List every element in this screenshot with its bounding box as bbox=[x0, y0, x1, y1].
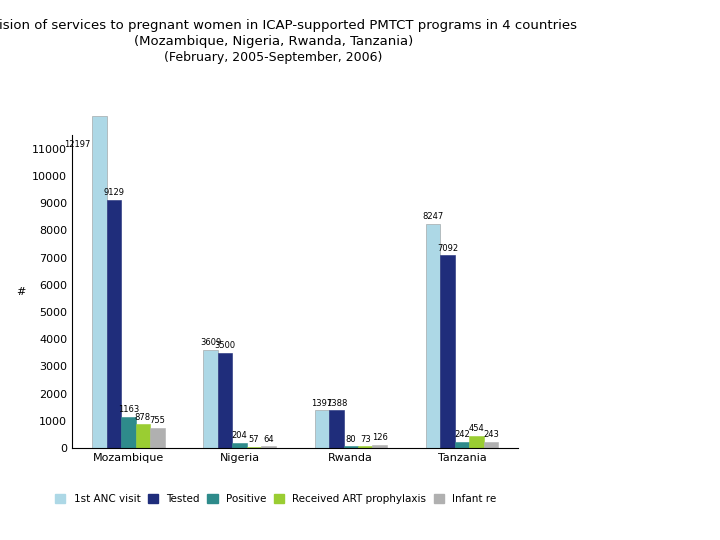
Y-axis label: #: # bbox=[17, 287, 26, 296]
Text: 243: 243 bbox=[483, 430, 499, 439]
Text: (Mozambique, Nigeria, Rwanda, Tanzania): (Mozambique, Nigeria, Rwanda, Tanzania) bbox=[134, 35, 413, 48]
Text: 454: 454 bbox=[469, 424, 485, 433]
Text: (February, 2005-September, 2006): (February, 2005-September, 2006) bbox=[164, 51, 383, 64]
Bar bbox=[469, 436, 484, 448]
Bar bbox=[107, 200, 121, 448]
Text: 126: 126 bbox=[372, 433, 387, 442]
Bar bbox=[426, 224, 441, 448]
Text: 204: 204 bbox=[232, 431, 248, 440]
Text: 3609: 3609 bbox=[200, 339, 221, 347]
Bar bbox=[484, 442, 498, 448]
Text: 12197: 12197 bbox=[65, 140, 91, 150]
Bar bbox=[372, 445, 387, 448]
Bar bbox=[121, 416, 135, 448]
Bar bbox=[233, 443, 247, 448]
Bar bbox=[135, 424, 150, 448]
Text: 57: 57 bbox=[248, 435, 259, 444]
Text: 8247: 8247 bbox=[423, 212, 444, 221]
Bar bbox=[329, 410, 343, 448]
Bar bbox=[92, 116, 107, 448]
Text: 7092: 7092 bbox=[437, 244, 458, 253]
Bar bbox=[150, 428, 165, 448]
Legend: 1st ANC visit, Tested, Positive, Received ART prophylaxis, Infant re: 1st ANC visit, Tested, Positive, Receive… bbox=[55, 494, 497, 504]
Bar bbox=[218, 353, 233, 448]
Bar bbox=[455, 442, 469, 448]
Bar bbox=[315, 410, 329, 448]
Text: 3500: 3500 bbox=[215, 341, 235, 350]
Text: 1163: 1163 bbox=[118, 405, 139, 414]
Text: 64: 64 bbox=[264, 435, 274, 444]
Bar bbox=[247, 447, 261, 448]
Text: 878: 878 bbox=[135, 413, 151, 422]
Bar bbox=[343, 446, 358, 448]
Bar bbox=[261, 447, 276, 448]
Bar bbox=[441, 255, 455, 448]
Text: 242: 242 bbox=[454, 430, 470, 439]
Text: 80: 80 bbox=[346, 435, 356, 443]
Text: 755: 755 bbox=[149, 416, 166, 425]
Text: 73: 73 bbox=[360, 435, 371, 444]
Bar bbox=[358, 446, 372, 448]
Text: 9129: 9129 bbox=[104, 188, 125, 197]
Text: 1397: 1397 bbox=[311, 399, 333, 408]
Text: Provision of services to pregnant women in ICAP-supported PMTCT programs in 4 co: Provision of services to pregnant women … bbox=[0, 19, 577, 32]
Text: 1388: 1388 bbox=[325, 399, 347, 408]
Bar bbox=[204, 350, 218, 448]
